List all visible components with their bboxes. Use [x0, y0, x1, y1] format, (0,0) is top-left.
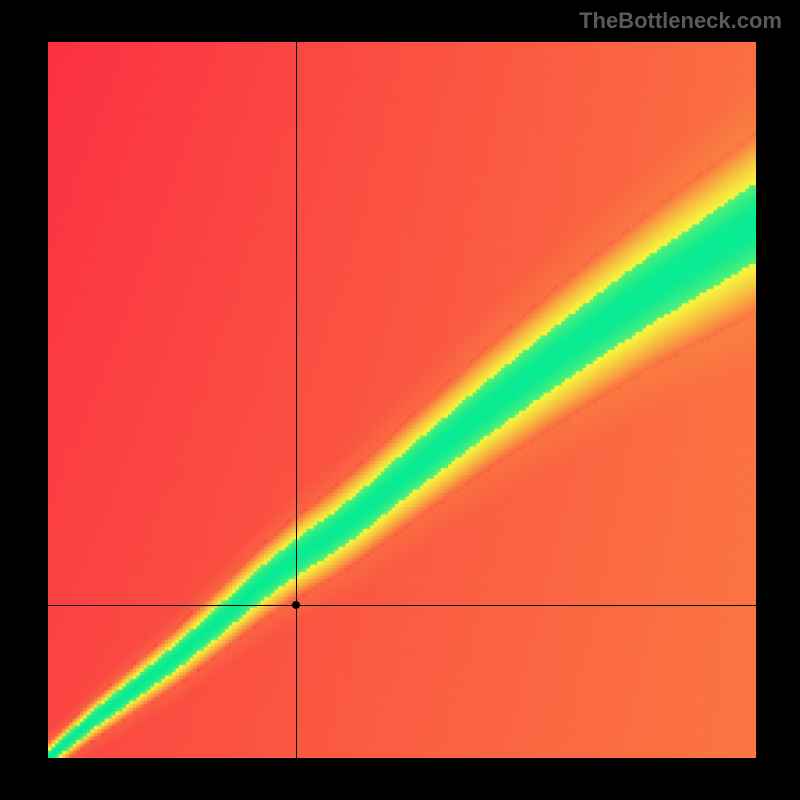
chart-container: { "watermark": { "text": "TheBottleneck.… [0, 0, 800, 800]
heatmap-canvas [48, 42, 756, 758]
crosshair-horizontal [48, 605, 756, 606]
watermark-text: TheBottleneck.com [579, 8, 782, 34]
plot-area [48, 42, 756, 758]
crosshair-vertical [296, 42, 297, 758]
crosshair-dot [292, 601, 300, 609]
